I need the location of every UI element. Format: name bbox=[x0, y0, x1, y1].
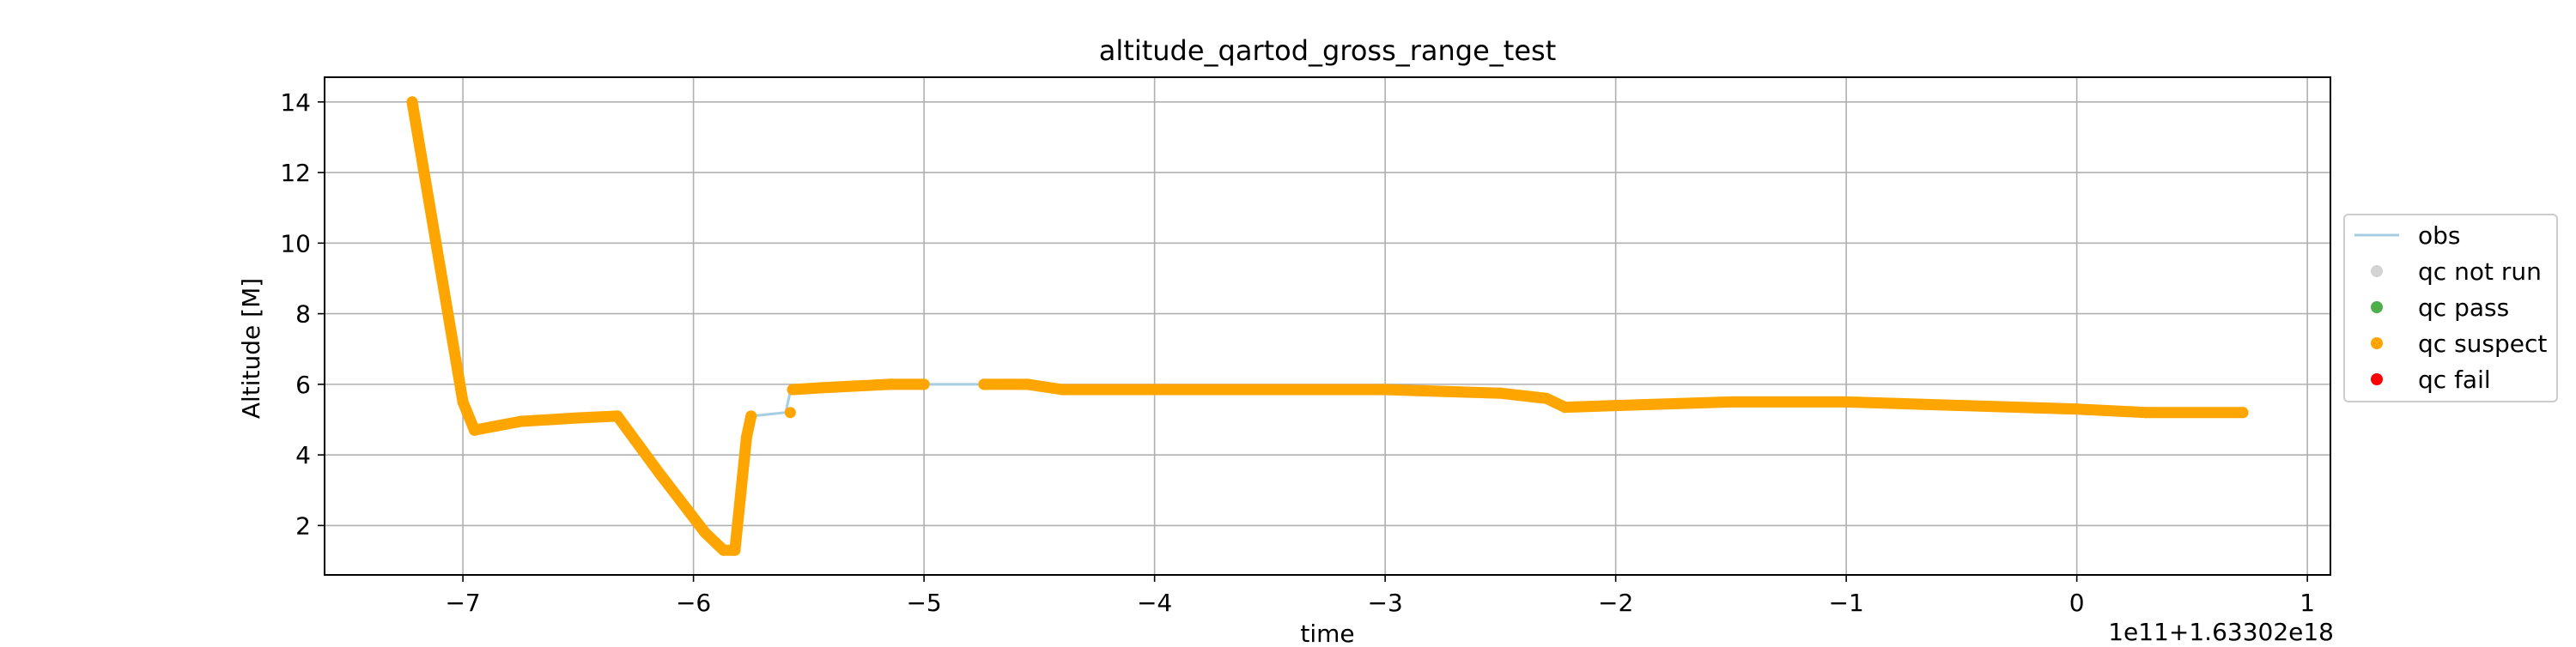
qc-suspect-series bbox=[406, 96, 2249, 556]
qc-suspect-point bbox=[1540, 392, 1552, 404]
legend-box bbox=[2343, 214, 2558, 402]
x-tick-label: −2 bbox=[1598, 589, 1633, 617]
qc-suspect-point bbox=[699, 527, 711, 539]
qc-suspect-point bbox=[653, 467, 665, 479]
qc-suspect-point bbox=[572, 412, 584, 424]
qc-suspect-point bbox=[1955, 400, 1967, 412]
qc-suspect-point bbox=[406, 96, 418, 108]
y-tick-label: 12 bbox=[280, 159, 311, 187]
qc-suspect-point bbox=[1149, 384, 1161, 396]
y-tick-label: 10 bbox=[280, 229, 311, 257]
qc-suspect-point bbox=[729, 544, 741, 556]
qc-suspect-point bbox=[1725, 396, 1737, 408]
x-tick-label: 0 bbox=[2069, 589, 2085, 617]
y-tick-label: 2 bbox=[295, 511, 311, 540]
qc-suspect-point bbox=[1610, 400, 1622, 412]
x-axis-offset-text: 1e11+1.63302e18 bbox=[2108, 618, 2334, 644]
grid-lines bbox=[325, 77, 2330, 575]
x-tick-label: −6 bbox=[676, 589, 711, 617]
legend: obs qc not run qc pass qc suspect qc fail bbox=[2343, 214, 2558, 402]
qc-suspect-point bbox=[469, 424, 481, 436]
legend-marker-swatch bbox=[2371, 337, 2383, 349]
legend-label: obs bbox=[2418, 221, 2461, 250]
qc-suspect-point bbox=[1022, 378, 1034, 390]
qc-suspect-point bbox=[978, 378, 990, 390]
qc-suspect-point bbox=[884, 378, 896, 390]
legend-label: qc fail bbox=[2418, 366, 2491, 394]
qc-suspect-point bbox=[1264, 384, 1276, 396]
qc-suspect-point bbox=[2237, 407, 2249, 419]
y-tick-label: 6 bbox=[295, 371, 311, 399]
qc-suspect-point bbox=[740, 432, 752, 444]
qc-suspect-point bbox=[1559, 402, 1571, 414]
y-axis-label: Altitude [M] bbox=[237, 278, 265, 419]
x-tick-label: −1 bbox=[1828, 589, 1863, 617]
y-tick-label: 8 bbox=[295, 300, 311, 329]
qc-suspect-point bbox=[814, 382, 826, 394]
qc-suspect-point bbox=[849, 380, 861, 392]
qc-suspect-point bbox=[2071, 403, 2083, 415]
qc-suspect-point bbox=[745, 410, 757, 422]
legend-label: qc pass bbox=[2418, 293, 2509, 322]
y-tick-label: 14 bbox=[280, 88, 311, 117]
qc-suspect-point bbox=[1379, 384, 1391, 396]
legend-label: qc suspect bbox=[2418, 330, 2547, 358]
plot-frame bbox=[324, 76, 2331, 576]
qc-suspect-point bbox=[514, 415, 526, 427]
legend-marker-swatch bbox=[2371, 301, 2383, 313]
qc-suspect-point bbox=[1840, 396, 1852, 408]
legend-label: qc not run bbox=[2418, 257, 2542, 286]
x-tick-label: −4 bbox=[1137, 589, 1172, 617]
qc-suspect-track bbox=[978, 378, 2249, 419]
legend-marker-swatch bbox=[2371, 373, 2383, 385]
qc-suspect-point bbox=[1056, 384, 1068, 396]
qc-suspect-point bbox=[457, 396, 469, 408]
qc-suspect-point bbox=[784, 407, 796, 419]
qc-suspect-point bbox=[2140, 407, 2152, 419]
qc-suspect-point bbox=[718, 544, 730, 556]
x-tick-label: −5 bbox=[906, 589, 941, 617]
x-tick-label: −7 bbox=[445, 589, 480, 617]
qc-suspect-point bbox=[611, 410, 623, 422]
x-axis-label: time bbox=[1300, 620, 1354, 644]
qc-suspect-point bbox=[918, 378, 930, 390]
x-tick-label: −3 bbox=[1367, 589, 1402, 617]
qc-suspect-point bbox=[787, 384, 799, 396]
qc-suspect-point bbox=[1494, 387, 1506, 399]
chart-title: altitude_qartod_gross_range_test bbox=[1099, 34, 1556, 67]
x-tick-label: 1 bbox=[2300, 589, 2315, 617]
y-tick-label: 4 bbox=[295, 441, 311, 469]
legend-marker-swatch bbox=[2371, 265, 2383, 277]
